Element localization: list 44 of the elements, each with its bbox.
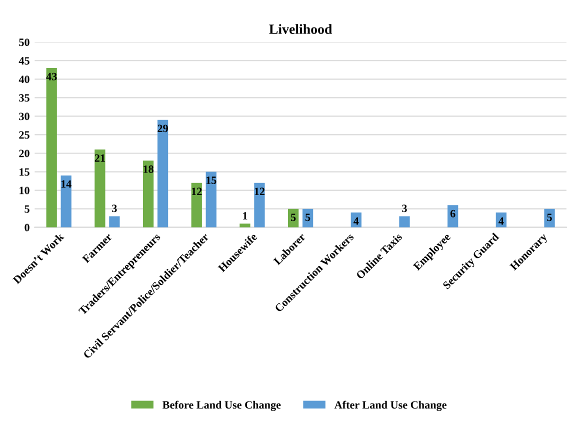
y-tick-label: 25: [19, 131, 30, 139]
data-label: 12: [192, 188, 202, 196]
y-tick-label: 35: [19, 94, 30, 102]
bar: [94, 150, 106, 228]
y-tick-label: 20: [19, 150, 30, 158]
bar: [240, 224, 250, 228]
bar: [399, 216, 410, 228]
data-label: 5: [305, 214, 310, 222]
y-tick-label: 45: [18, 57, 30, 65]
data-label: 12: [254, 188, 265, 196]
data-label: 5: [290, 214, 296, 222]
bar: [448, 205, 458, 228]
bar: [60, 175, 72, 228]
y-tick-label: 5: [24, 205, 30, 213]
data-label: 3: [402, 204, 407, 212]
bar: [254, 182, 265, 228]
y-tick-label: 30: [19, 112, 30, 120]
data-label: 21: [94, 154, 105, 162]
data-label: 29: [158, 124, 168, 132]
data-label: 14: [61, 180, 72, 188]
legend-label: Before Land Use Change: [162, 400, 281, 411]
y-tick-label: 10: [20, 186, 30, 194]
y-tick-label: 50: [19, 38, 30, 46]
y-tick-label: 15: [20, 168, 30, 176]
data-label: 3: [112, 204, 117, 212]
bar: [544, 208, 555, 228]
bar: [142, 160, 154, 228]
data-label: 4: [354, 217, 359, 225]
legend-label: After Land Use Change: [334, 400, 446, 411]
data-label: 4: [498, 217, 504, 225]
y-tick-label: 0: [24, 224, 30, 232]
bar: [46, 68, 57, 228]
bar: [206, 172, 216, 228]
data-label: 43: [46, 72, 57, 80]
data-label: 6: [450, 210, 456, 218]
data-label: 5: [547, 214, 552, 222]
data-label: 15: [206, 176, 216, 184]
data-label: 1: [243, 212, 248, 220]
bar: [109, 216, 120, 228]
y-tick-label: 40: [18, 76, 30, 84]
data-label: 18: [144, 165, 154, 173]
chart-title: Livelihood: [269, 24, 332, 34]
bar: [157, 120, 168, 228]
bar: [191, 182, 202, 228]
